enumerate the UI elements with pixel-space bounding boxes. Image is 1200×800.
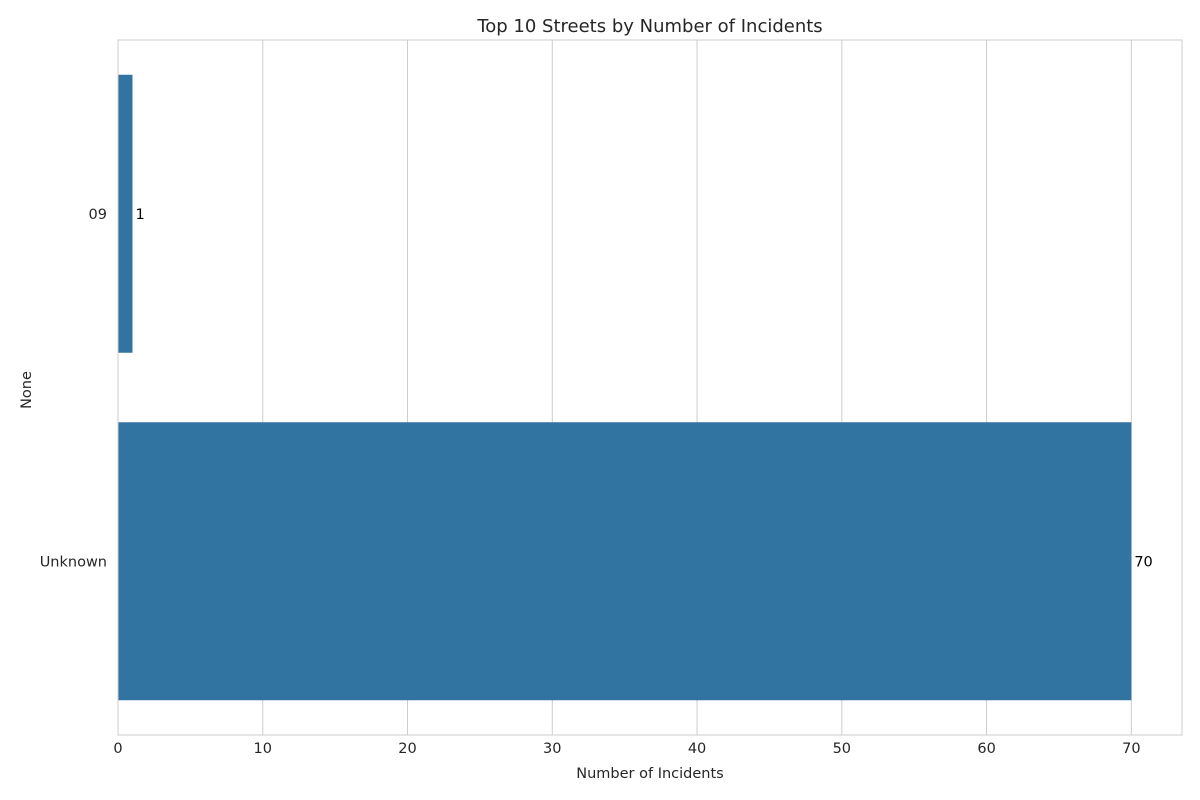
x-tick-label-0: 0 xyxy=(113,741,122,757)
x-tick-label-20: 20 xyxy=(398,741,416,757)
x-axis-ticks: 0 10 20 30 40 50 60 70 xyxy=(113,741,1140,757)
x-tick-label-10: 10 xyxy=(254,741,272,757)
y-axis-ticks: 09 Unknown xyxy=(40,207,107,571)
x-tick-label-50: 50 xyxy=(833,741,851,757)
x-axis-label: Number of Incidents xyxy=(576,766,723,782)
data-labels: 1 70 xyxy=(135,207,1152,571)
data-label-unknown: 70 xyxy=(1134,554,1152,570)
data-label-09: 1 xyxy=(135,207,144,223)
grid-lines xyxy=(117,40,1132,735)
x-tick-label-40: 40 xyxy=(688,741,706,757)
y-axis-label: None xyxy=(19,371,35,409)
y-tick-label-unknown: Unknown xyxy=(40,554,107,570)
plot-frame xyxy=(117,39,1183,736)
chart-title: Top 10 Streets by Number of Incidents xyxy=(476,16,822,37)
y-tick-label-09: 09 xyxy=(89,207,107,223)
bar-unknown xyxy=(118,422,1132,701)
bar-09 xyxy=(118,74,133,353)
x-tick-label-70: 70 xyxy=(1122,741,1140,757)
x-tick-label-60: 60 xyxy=(977,741,995,757)
x-tick-label-30: 30 xyxy=(543,741,561,757)
bars xyxy=(118,74,1132,701)
